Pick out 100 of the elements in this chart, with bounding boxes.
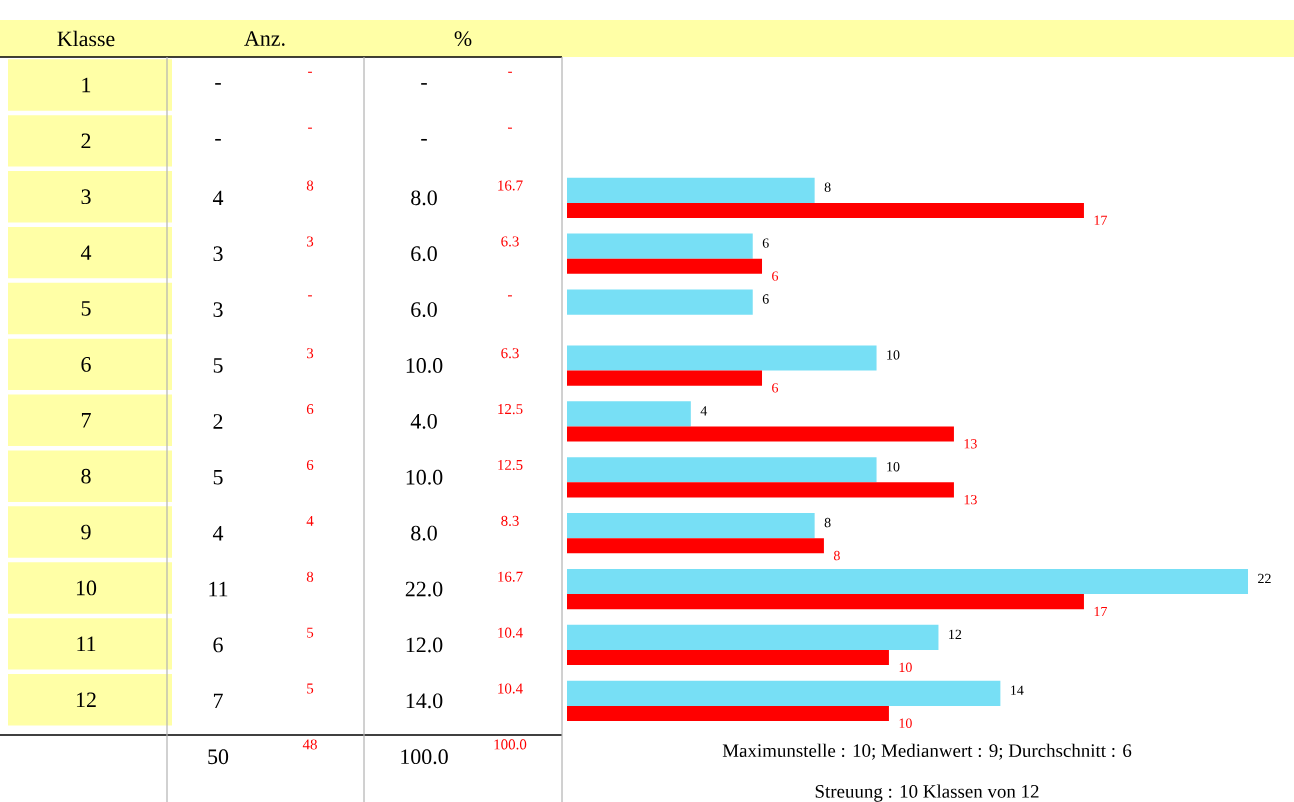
text: 11 (209, 581, 228, 597)
data-label: 13 (964, 494, 977, 505)
y-tick-label: 9 (81, 524, 91, 540)
text: 50 (208, 749, 229, 765)
y-tick-label: 6 (81, 357, 91, 372)
text: 4 (212, 525, 224, 541)
data-label: 13 (964, 439, 977, 449)
bar (567, 202, 1084, 218)
text: 14.0 (406, 693, 443, 709)
bar (567, 568, 1249, 595)
bar (567, 624, 939, 650)
data-label: 8 (824, 517, 831, 528)
text: 12.5 (498, 459, 523, 471)
text: 4 (212, 190, 224, 206)
text: 10.4 (498, 683, 523, 694)
bar (567, 513, 815, 539)
text: 5 (213, 470, 223, 485)
y-tick-label: 10 (76, 580, 97, 596)
text: 8.0 (411, 525, 437, 541)
text: 3 (213, 302, 223, 317)
text: 48 (302, 739, 317, 750)
text: 8 (306, 571, 314, 582)
data-label: 10 (899, 662, 912, 673)
text: 100.0 (401, 749, 448, 765)
bar (567, 482, 954, 498)
bar (567, 705, 889, 721)
text: 100.0 (494, 739, 527, 750)
text: 5 (213, 358, 223, 373)
data-label: 10 (887, 461, 900, 472)
bar (567, 345, 877, 371)
text: 6.0 (411, 246, 437, 262)
text: % (454, 31, 472, 46)
text: 3 (213, 246, 223, 262)
text: 8.0 (411, 190, 437, 206)
text: 8.3 (501, 515, 519, 526)
text: - (508, 295, 512, 297)
y-tick-label: 5 (81, 301, 91, 316)
text: 7 (213, 693, 223, 709)
text: 5 (307, 627, 314, 638)
bar (567, 370, 763, 386)
data-label: 17 (1094, 215, 1107, 225)
text: 3 (306, 236, 314, 247)
text: 3 (306, 348, 314, 359)
data-label: 14 (1011, 685, 1024, 695)
y-tick-label: 12 (76, 692, 96, 707)
bar (567, 649, 889, 666)
text: 22.0 (405, 581, 443, 597)
data-label: 6 (762, 294, 769, 304)
data-label: 12 (949, 629, 962, 639)
text: 5 (307, 683, 314, 694)
text: - (308, 127, 312, 129)
bar (567, 177, 815, 203)
text: 6.3 (501, 236, 519, 247)
bar (567, 289, 753, 315)
text: 6 (306, 459, 314, 471)
y-tick-label: 2 (81, 133, 91, 149)
data-label: 10 (887, 350, 900, 360)
text: 6 (213, 637, 223, 653)
data-label: 8 (833, 550, 840, 561)
text: 4.0 (410, 413, 437, 429)
text: Streuung : 10 Klassen von 12 (815, 784, 1039, 802)
text: 16.7 (498, 571, 523, 582)
bar (567, 538, 824, 554)
bar (567, 680, 1001, 706)
text: 6.3 (501, 348, 519, 359)
data-label: 4 (700, 406, 708, 416)
bar (567, 594, 1084, 610)
text: - (308, 71, 312, 73)
text: 6.0 (411, 302, 437, 318)
data-label: 22 (1258, 573, 1271, 584)
y-tick-label: 7 (81, 413, 91, 428)
text: 16.7 (498, 180, 523, 191)
text: - (508, 71, 512, 73)
y-tick-label: 1 (82, 77, 91, 93)
y-tick-label: 11 (77, 636, 96, 652)
text: 12.5 (498, 404, 523, 415)
y-tick-label: 3 (81, 189, 91, 205)
y-axis-title: Klasse (57, 30, 115, 47)
text: - (508, 127, 512, 129)
text: 6 (306, 404, 314, 415)
y-tick-label: 4 (80, 245, 92, 260)
data-label: 6 (762, 238, 769, 248)
bar (567, 233, 753, 259)
text: 10.4 (498, 627, 523, 638)
data-label: 6 (772, 383, 779, 393)
text: - (215, 138, 221, 141)
data-label: 17 (1094, 606, 1107, 617)
text: Maximunstelle : 10; Medianwert : 9; Durchschnitt : 6 (722, 743, 1132, 760)
bar (567, 401, 691, 427)
data-label: 8 (824, 182, 831, 192)
text: Anz. (244, 31, 285, 46)
bar (567, 457, 877, 483)
data-label: 10 (899, 718, 912, 728)
text: - (421, 83, 427, 85)
text: 10.0 (406, 469, 443, 485)
text: - (421, 138, 427, 141)
bar (567, 258, 763, 274)
text: 10.0 (406, 358, 443, 373)
text: - (308, 295, 312, 297)
text: 8 (306, 180, 314, 191)
